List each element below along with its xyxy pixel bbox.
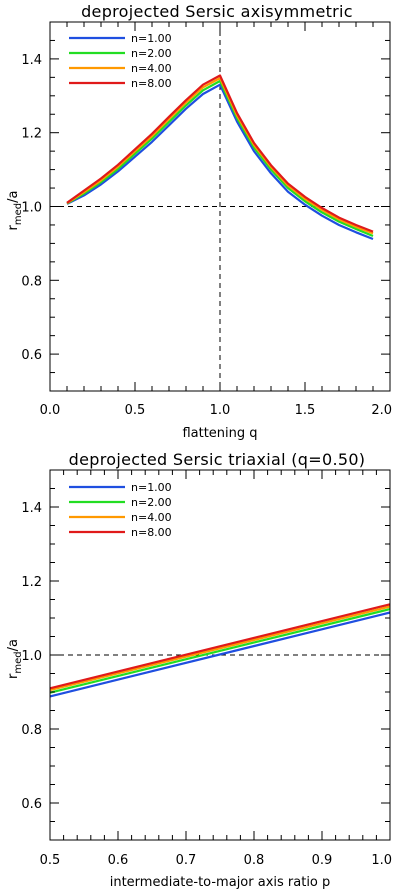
y-axis-label-main: r bbox=[6, 673, 21, 679]
y-axis-label: rmed/a bbox=[6, 191, 24, 231]
y-tick-label: 1.4 bbox=[21, 501, 42, 516]
x-tick-label: 0.6 bbox=[108, 853, 129, 868]
legend-label: n=2.00 bbox=[131, 47, 172, 60]
series-line-n=1.00 bbox=[49, 611, 391, 698]
x-tick-label: 1.0 bbox=[210, 403, 231, 418]
series-line-n=8.00 bbox=[66, 74, 374, 233]
y-tick-label: 0.8 bbox=[21, 274, 42, 289]
y-tick-label: 1.2 bbox=[21, 575, 42, 590]
y-tick-label: 1.4 bbox=[21, 53, 42, 68]
y-tick-label: 0.6 bbox=[21, 348, 42, 363]
y-axis-label-rest: /a bbox=[6, 639, 21, 651]
x-tick-label: 1.5 bbox=[295, 403, 316, 418]
chart-1: deprojected Sersic axisymmetric 0.0 0.5 1.0… bbox=[6, 2, 392, 441]
series-line-n=8.00 bbox=[49, 603, 391, 690]
legend: n=1.00 n=2.00 n=4.00 n=8.00 bbox=[69, 481, 172, 539]
y-axis-label-rest: /a bbox=[6, 191, 21, 203]
x-tick-label: 0.5 bbox=[40, 853, 61, 868]
x-tick-label: 0.7 bbox=[176, 853, 197, 868]
y-tick-label: 0.8 bbox=[21, 723, 42, 738]
series-line-n=1.00 bbox=[66, 83, 374, 241]
y-axis-label: rmed/a bbox=[6, 639, 24, 679]
x-tick-label: 0.0 bbox=[40, 403, 61, 418]
legend-label: n=1.00 bbox=[131, 32, 172, 45]
series-line-n=4.00 bbox=[49, 605, 391, 692]
x-tick-label: 1.0 bbox=[371, 853, 392, 868]
legend-label: n=8.00 bbox=[131, 526, 172, 539]
x-tick-label: 2.0 bbox=[371, 403, 392, 418]
legend-label: n=4.00 bbox=[131, 62, 172, 75]
chart-2: deprojected Sersic triaxial (q=0.50) 0.5 0… bbox=[6, 450, 392, 890]
chart-title: deprojected Sersic triaxial (q=0.50) bbox=[69, 450, 366, 469]
legend-label: n=8.00 bbox=[131, 77, 172, 90]
legend-label: n=2.00 bbox=[131, 496, 172, 509]
y-tick-label: 0.6 bbox=[21, 797, 42, 812]
legend-label: n=1.00 bbox=[131, 481, 172, 494]
legend-label: n=4.00 bbox=[131, 511, 172, 524]
x-axis-label: intermediate-to-major axis ratio p bbox=[110, 875, 331, 890]
series-line-n=2.00 bbox=[66, 79, 374, 238]
x-tick-label: 0.8 bbox=[244, 853, 265, 868]
y-tick-label: 1.0 bbox=[21, 649, 42, 664]
x-tick-label: 0.9 bbox=[312, 853, 333, 868]
x-axis-label: flattening q bbox=[182, 426, 257, 441]
y-axis-label-sub: med bbox=[13, 651, 24, 673]
series-line-n=2.00 bbox=[49, 608, 391, 694]
y-axis-label-sub: med bbox=[13, 203, 24, 225]
legend: n=1.00 n=2.00 n=4.00 n=8.00 bbox=[69, 32, 172, 90]
chart-title: deprojected Sersic axisymmetric bbox=[81, 2, 353, 21]
y-axis-label-main: r bbox=[6, 224, 21, 230]
y-tick-label: 1.0 bbox=[21, 201, 42, 216]
x-tick-label: 0.5 bbox=[125, 403, 146, 418]
y-tick-label: 1.2 bbox=[21, 127, 42, 142]
